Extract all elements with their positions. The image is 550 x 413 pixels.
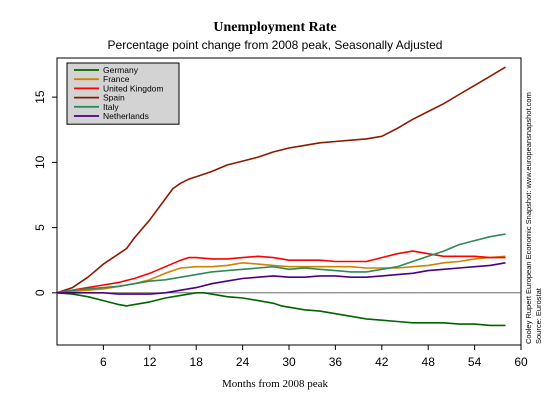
lines-layer bbox=[56, 66, 506, 327]
x-tick-label: 48 bbox=[422, 355, 436, 369]
series-line-netherlands bbox=[57, 262, 506, 295]
x-tick-label: 42 bbox=[375, 355, 389, 369]
x-axis-label: Months from 2008 peak bbox=[221, 378, 328, 390]
source-note-line: Source: Eurostat bbox=[534, 287, 543, 344]
x-tick-label: 36 bbox=[329, 355, 343, 369]
chart-title: Unemployment Rate bbox=[213, 20, 337, 35]
x-tick-label: 54 bbox=[468, 355, 482, 369]
legend-label: France bbox=[103, 74, 130, 84]
legend-label: Netherlands bbox=[103, 111, 149, 121]
source-note: Cooley Rupert European Economic Snapshot… bbox=[524, 92, 543, 344]
x-tick-label: 30 bbox=[282, 355, 296, 369]
x-tick-label: 12 bbox=[143, 355, 157, 369]
source-note-line: Cooley Rupert European Economic Snapshot… bbox=[524, 92, 533, 344]
series-line-france bbox=[56, 255, 506, 294]
axes-layer: 6 12 18 24 30 36 42 48 54 60 0 5 10 15 bbox=[33, 57, 528, 369]
x-tick-label: 60 bbox=[514, 355, 528, 369]
series-line-spain bbox=[56, 66, 506, 294]
x-tick-label: 24 bbox=[236, 355, 250, 369]
legend-label: Germany bbox=[103, 65, 139, 75]
legend-label: United Kingdom bbox=[103, 83, 163, 93]
series-line-united-kingdom bbox=[56, 250, 506, 294]
y-tick-label: 0 bbox=[33, 289, 47, 296]
legend-box bbox=[66, 62, 180, 125]
legend-label: Spain bbox=[103, 93, 125, 103]
y-tick-label: 15 bbox=[33, 90, 47, 104]
chart-subtitle: Percentage point change from 2008 peak, … bbox=[107, 38, 443, 52]
series-line-germany bbox=[56, 291, 506, 327]
y-tick-label: 10 bbox=[33, 155, 47, 169]
series-line-italy bbox=[56, 233, 506, 294]
y-tick-label: 5 bbox=[33, 224, 47, 231]
x-tick-label: 6 bbox=[100, 355, 107, 369]
legend-label: Italy bbox=[103, 102, 119, 112]
x-tick-label: 18 bbox=[190, 355, 204, 369]
